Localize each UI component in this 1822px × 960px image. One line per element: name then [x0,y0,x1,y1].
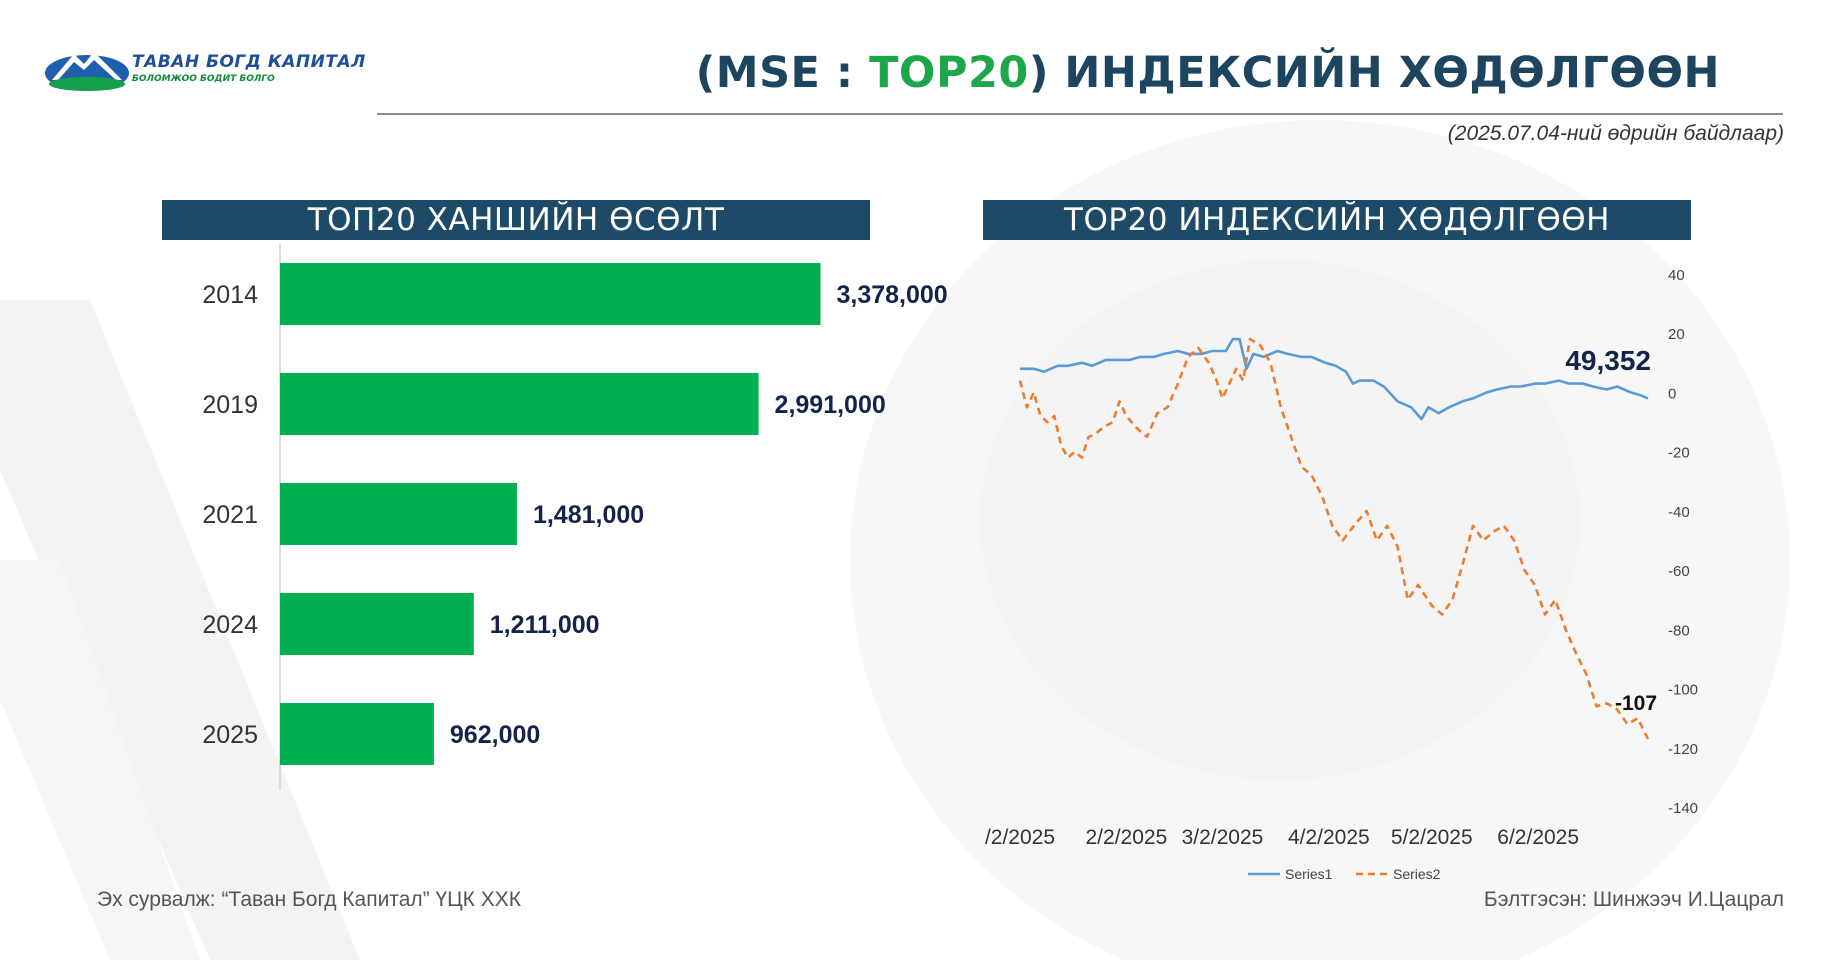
prepared-by: Бэлтгэсэн: Шинжээч И.Цацрал [1483,888,1784,911]
page-title: (MSE : TOP20) ИНДЕКСИЙН ХӨДӨЛГӨӨН [696,48,1720,98]
as-of-date: (2025.07.04-ний өдрийн байдлаар) [1447,122,1784,145]
line-chart-title: TOP20 ИНДЕКСИЙН ХӨДӨЛГӨӨН [983,200,1691,240]
source-note: Эх сурвалж: “Таван Богд Капитал” ҮЦК ХХК [97,888,521,911]
title-accent: TOP20 [869,48,1029,98]
logo-name: ТАВАН БОГД КАПИТАЛ [132,52,366,72]
company-logo: ТАВАН БОГД КАПИТАЛ БОЛОМЖОО БОДИТ БОЛГО [44,46,365,96]
mountain-logo-icon [45,52,129,91]
title-suffix: ) ИНДЕКСИЙН ХӨДӨЛГӨӨН [1028,48,1720,98]
title-prefix: (MSE : [695,48,870,98]
logo-tagline: БОЛОМЖОО БОДИТ БОЛГО [132,74,275,84]
title-divider [377,113,1783,115]
bar-chart-title: ТОП20 ХАНШИЙН ӨСӨЛТ [162,200,870,240]
